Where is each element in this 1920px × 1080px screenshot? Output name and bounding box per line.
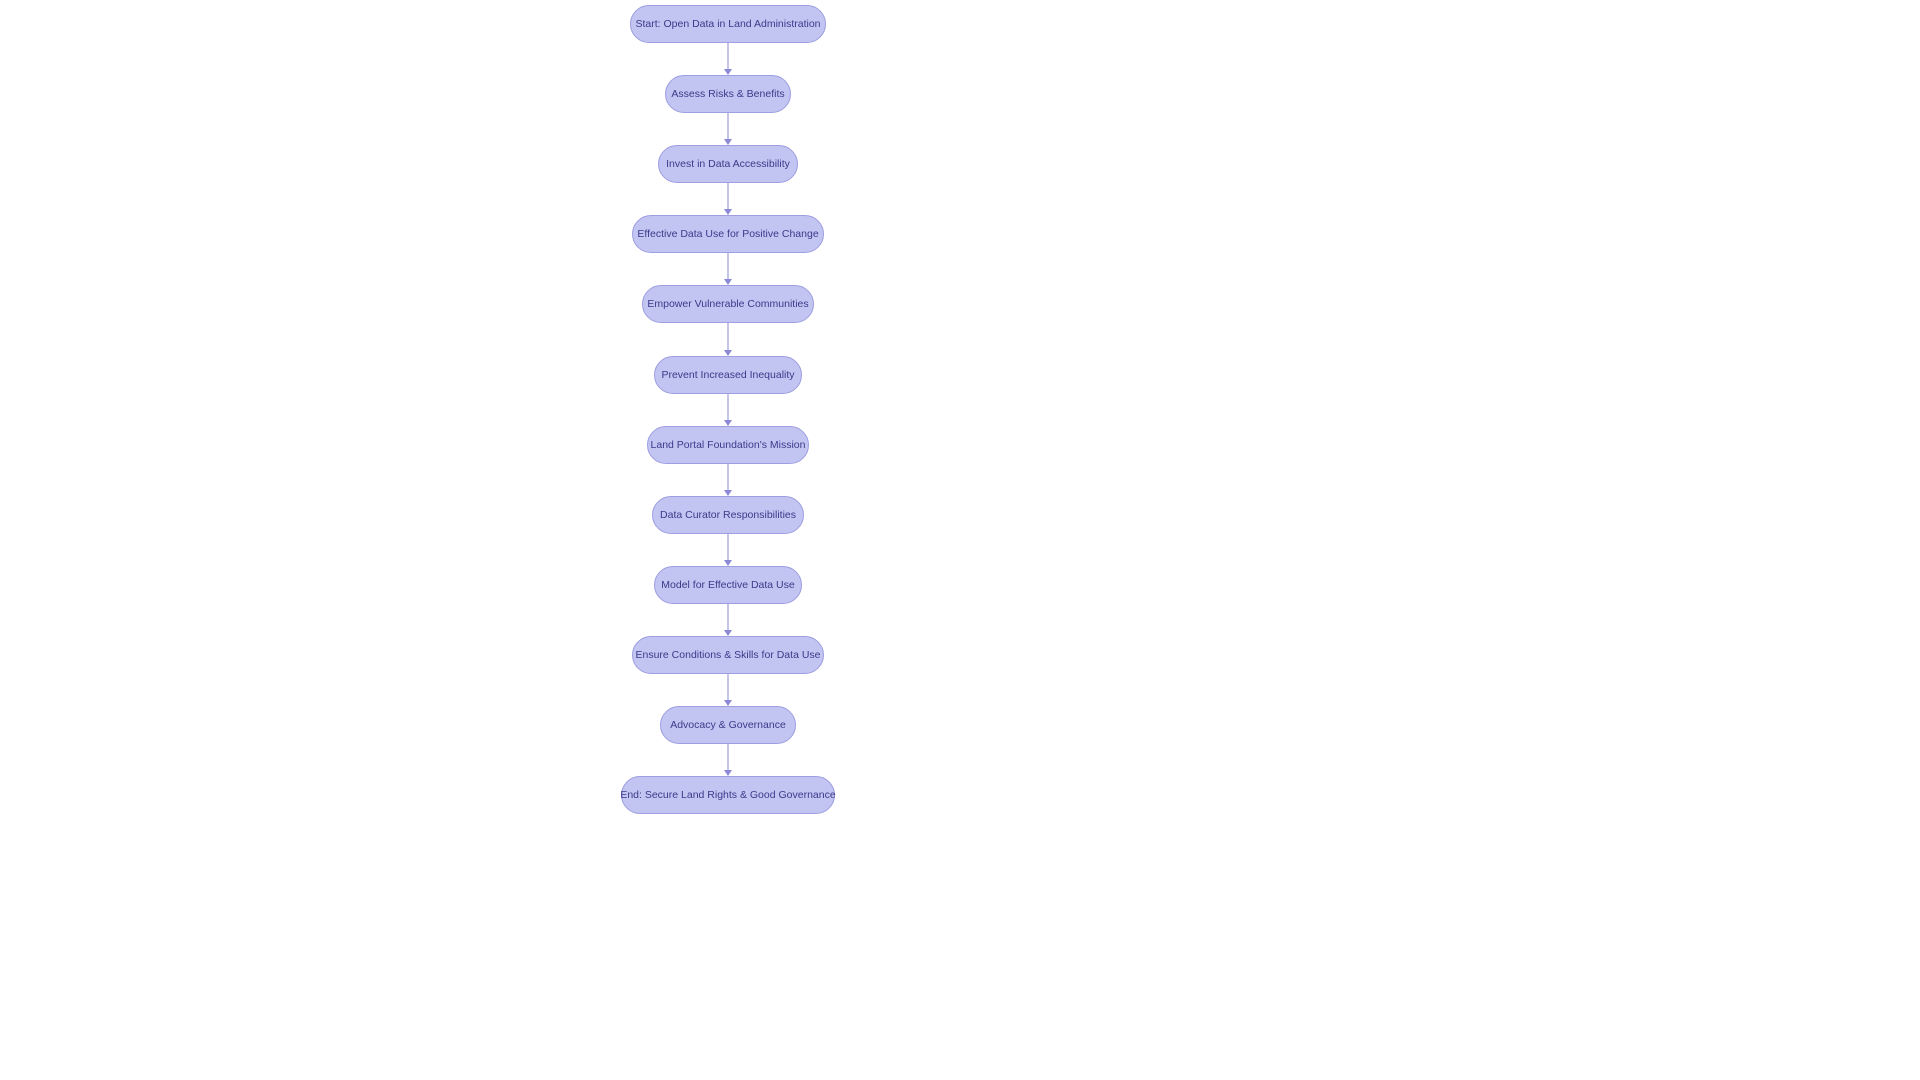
flow-node-n0: Start: Open Data in Land Administration <box>630 5 826 43</box>
flow-node-n7: Data Curator Responsibilities <box>652 496 804 534</box>
flow-edge-n3-n4 <box>728 253 729 279</box>
flow-edge-n1-n2 <box>728 113 729 139</box>
flow-arrow-n4-n5 <box>724 350 732 356</box>
flow-arrow-n7-n8 <box>724 560 732 566</box>
flow-arrow-n3-n4 <box>724 279 732 285</box>
flow-node-n6: Land Portal Foundation's Mission <box>647 426 809 464</box>
flow-arrow-n9-n10 <box>724 700 732 706</box>
flow-arrow-n2-n3 <box>724 209 732 215</box>
flow-edge-n9-n10 <box>728 674 729 700</box>
flow-edge-n0-n1 <box>728 43 729 69</box>
flow-node-n8: Model for Effective Data Use <box>654 566 802 604</box>
flow-edge-n5-n6 <box>728 394 729 420</box>
flow-node-n5: Prevent Increased Inequality <box>654 356 802 394</box>
flow-edge-n2-n3 <box>728 183 729 209</box>
flow-node-n1: Assess Risks & Benefits <box>665 75 791 113</box>
flowchart-canvas: Start: Open Data in Land Administration A… <box>0 0 1920 1080</box>
flow-arrow-n10-n11 <box>724 770 732 776</box>
flow-arrow-n8-n9 <box>724 630 732 636</box>
flow-arrow-n1-n2 <box>724 139 732 145</box>
flow-node-n2: Invest in Data Accessibility <box>658 145 798 183</box>
flow-node-n11: End: Secure Land Rights & Good Governanc… <box>621 776 835 814</box>
flow-edge-n4-n5 <box>728 323 729 350</box>
flow-edge-n10-n11 <box>728 744 729 770</box>
flow-node-n9: Ensure Conditions & Skills for Data Use <box>632 636 824 674</box>
flow-node-n4: Empower Vulnerable Communities <box>642 285 814 323</box>
flow-node-n10: Advocacy & Governance <box>660 706 796 744</box>
flow-edge-n7-n8 <box>728 534 729 560</box>
flow-edge-n6-n7 <box>728 464 729 490</box>
flow-node-n3: Effective Data Use for Positive Change <box>632 215 824 253</box>
flow-arrow-n0-n1 <box>724 69 732 75</box>
flow-arrow-n5-n6 <box>724 420 732 426</box>
flow-arrow-n6-n7 <box>724 490 732 496</box>
flow-edge-n8-n9 <box>728 604 729 630</box>
